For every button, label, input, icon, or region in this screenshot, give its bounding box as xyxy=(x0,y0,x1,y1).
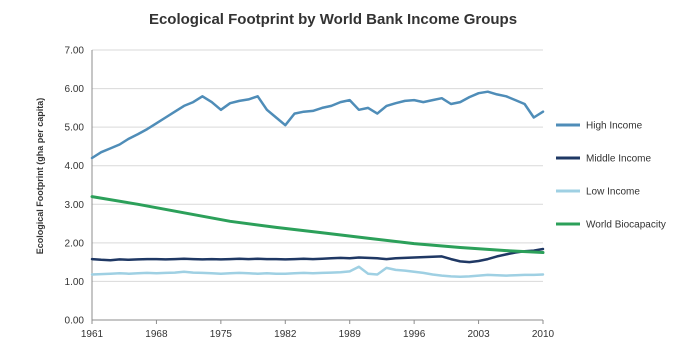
x-tick-label: 1961 xyxy=(81,329,104,340)
y-tick-label: 3.00 xyxy=(65,200,85,211)
x-tick-label: 1968 xyxy=(145,329,168,340)
y-tick-label: 1.00 xyxy=(65,277,85,288)
legend-label-middle-income: Middle Income xyxy=(586,154,651,165)
y-tick-label: 5.00 xyxy=(65,123,85,134)
x-tick-label: 1975 xyxy=(210,329,233,340)
legend-label-world-biocapacity: World Biocapacity xyxy=(586,220,666,231)
series-line-low-income xyxy=(90,265,545,279)
series-line-high-income xyxy=(90,90,545,160)
y-tick-label: 4.00 xyxy=(65,161,85,172)
gridlines xyxy=(92,49,543,282)
y-tick-label: 7.00 xyxy=(65,46,85,57)
series-line-middle-income xyxy=(90,247,545,264)
x-tick-label: 1989 xyxy=(339,329,362,340)
series-lines xyxy=(90,90,545,279)
y-tick-label: 6.00 xyxy=(65,84,85,95)
legend: High Income Middle Income Low Income World … xyxy=(556,121,666,231)
x-tick-label: 1982 xyxy=(274,329,297,340)
axes: 0.00 1.00 2.00 3.00 4.00 5.00 6.00 7.00 1961 1968… xyxy=(65,46,555,341)
series-line-world-biocapacity xyxy=(90,195,545,254)
chart-title: Ecological Footprint by World Bank Incom… xyxy=(149,11,517,28)
y-tick-label: 2.00 xyxy=(65,238,85,249)
legend-label-high-income: High Income xyxy=(586,121,643,132)
x-tick-label: 1996 xyxy=(403,329,426,340)
legend-label-low-income: Low Income xyxy=(586,187,640,198)
y-axis-label: Ecological Footprint (gha per capita) xyxy=(35,98,45,255)
y-tick-label: 0.00 xyxy=(65,316,85,327)
x-tick-label: 2003 xyxy=(467,329,490,340)
x-tick-label: 2010 xyxy=(532,329,555,340)
